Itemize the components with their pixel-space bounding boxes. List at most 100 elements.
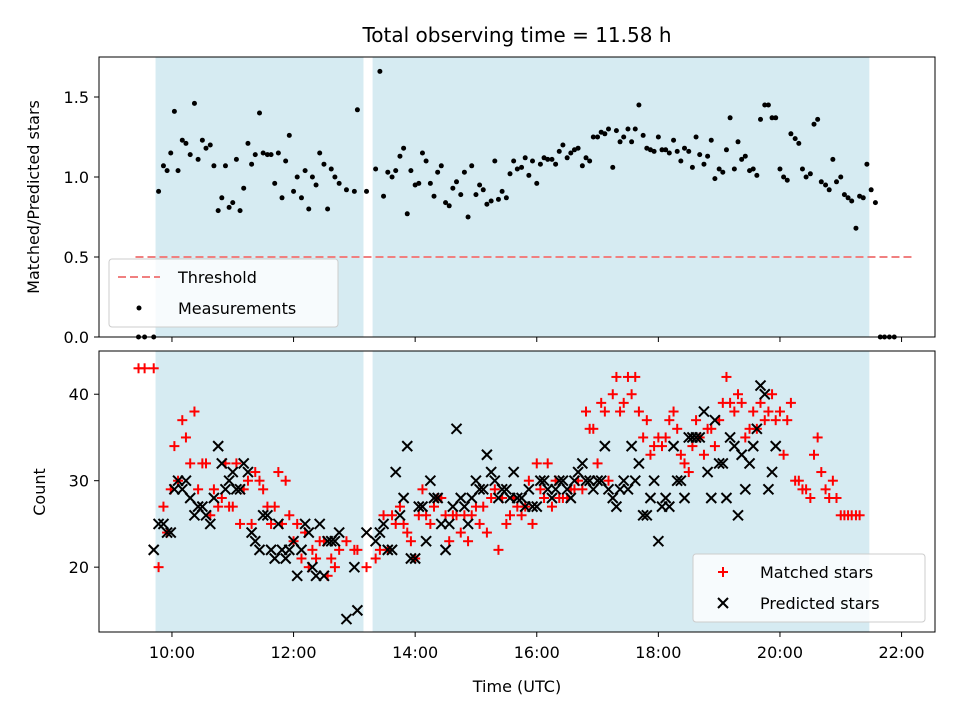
measurement-point <box>674 148 680 154</box>
matched-legend-label: Matched stars <box>760 563 873 582</box>
measurement-point <box>408 168 414 174</box>
measurement-point <box>389 174 395 180</box>
matched-stars-series <box>133 363 865 581</box>
matched-star-point <box>486 492 497 503</box>
measurement-point <box>377 68 383 74</box>
predicted-star-point <box>416 500 429 513</box>
predicted-star-point <box>678 492 691 504</box>
measurement-point <box>321 161 327 167</box>
measurement-point <box>427 180 433 186</box>
matched-star-point <box>394 501 405 512</box>
threshold-legend-label: Threshold <box>177 268 257 287</box>
measurement-point <box>286 132 292 138</box>
predicted-star-point <box>747 440 759 452</box>
predicted-star-point <box>450 423 463 435</box>
matched-star-point <box>679 458 690 469</box>
predicted-star-point <box>306 561 319 573</box>
measurement-point <box>568 150 574 156</box>
measurement-point <box>632 126 638 132</box>
measurement-point <box>595 134 601 140</box>
measurement-point <box>397 153 403 159</box>
top-legend-box <box>108 258 339 328</box>
predicted-star-point <box>148 544 160 556</box>
predicted-star-point <box>369 535 382 547</box>
predicted-star-point <box>230 483 243 496</box>
matched-star-point <box>341 536 352 547</box>
matched-star-point <box>721 371 732 382</box>
predicted-star-point <box>227 466 239 478</box>
predicted-star-point <box>180 474 192 487</box>
matched-star-point <box>177 415 188 426</box>
matched-star-point <box>778 449 789 460</box>
measurement-point <box>219 195 225 201</box>
predicted-star-point <box>637 509 649 521</box>
bottom-y-tick-label: 20 <box>69 558 89 577</box>
matched-star-point <box>523 475 534 486</box>
matched-star-point <box>691 415 702 426</box>
measurement-point <box>720 169 726 175</box>
measurement-point <box>864 161 870 167</box>
matched-star-point <box>725 397 736 408</box>
matched-star-point <box>273 467 284 478</box>
measurement-point <box>845 195 851 201</box>
measurement-point <box>606 126 612 132</box>
matched-star-point <box>489 484 500 495</box>
measurement-point <box>818 179 824 185</box>
matched-star-point <box>254 475 265 486</box>
matched-star-point <box>169 441 180 452</box>
measurement-point <box>495 196 501 202</box>
matched-star-point <box>311 553 322 564</box>
measurements-legend-handle <box>136 305 142 311</box>
measurement-point <box>678 158 684 164</box>
matched-star-point <box>748 406 759 417</box>
matched-star-point <box>296 553 307 564</box>
predicted-star-point <box>705 492 717 504</box>
measurement-point <box>325 206 331 212</box>
measurement-point <box>739 156 745 162</box>
matched-star-point <box>581 406 592 417</box>
predicted-star-point <box>507 466 520 478</box>
predicted-star-point <box>439 544 452 556</box>
matched-star-point <box>326 553 337 564</box>
predicted-star-point <box>386 544 398 556</box>
measurement-point <box>629 139 635 145</box>
measurement-point <box>332 174 338 180</box>
measurement-point <box>617 139 623 145</box>
matched-star-point <box>421 510 432 521</box>
measurement-point <box>260 150 266 156</box>
measurement-point <box>230 200 236 206</box>
measurement-point <box>381 193 387 199</box>
predicted-star-point <box>663 500 676 513</box>
top-axes-frame <box>98 56 936 338</box>
predicted-star-point <box>526 500 539 513</box>
measurement-point <box>849 198 855 204</box>
matched-star-point <box>785 397 796 408</box>
measurement-point <box>249 161 255 167</box>
measurement-point <box>602 131 608 137</box>
matched-star-point <box>546 501 557 512</box>
measurement-point <box>195 156 201 162</box>
matched-star-point <box>429 501 440 512</box>
measurement-point <box>788 131 794 137</box>
predicted-star-point <box>617 474 630 487</box>
measurement-point <box>530 158 536 164</box>
matched-star-point <box>284 510 295 521</box>
matched-star-point <box>709 441 720 452</box>
measurement-point <box>373 166 379 172</box>
measurement-point <box>438 163 444 169</box>
matched-star-point <box>231 458 242 469</box>
measurement-point <box>480 187 486 193</box>
measurement-point <box>758 116 764 122</box>
predicted-star-point <box>212 440 224 452</box>
measurement-point <box>731 166 737 172</box>
matched-star-point <box>405 536 416 547</box>
predicted-star-point <box>413 500 425 513</box>
matched-star-point <box>657 441 668 452</box>
measurement-point <box>465 214 471 220</box>
measurement-point <box>590 134 596 140</box>
matched-star-point <box>425 518 436 529</box>
measurement-point <box>534 180 540 186</box>
measurement-point <box>252 152 258 158</box>
measurement-point <box>708 137 714 143</box>
predicted-star-point <box>420 535 432 547</box>
